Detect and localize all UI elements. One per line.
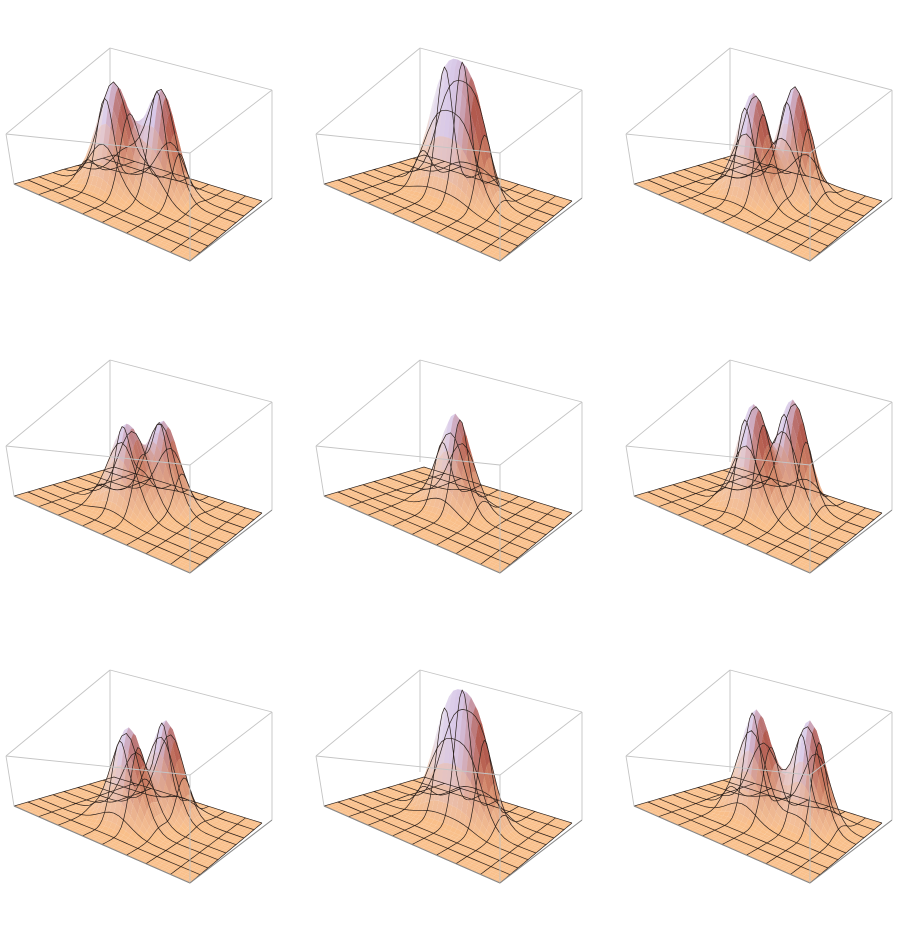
box-edge [6, 134, 14, 184]
box-edge [810, 90, 892, 153]
box-edge [316, 134, 324, 184]
box-edge [190, 90, 272, 153]
surface-plot-grid [0, 0, 914, 914]
box-edge [6, 360, 110, 446]
box-edge [316, 48, 420, 134]
box-edge [500, 90, 582, 153]
surface-plot-svg [624, 48, 904, 328]
box-edge [626, 48, 730, 134]
box-edge [730, 48, 892, 90]
box-edge [626, 134, 634, 184]
surface-plot-svg [4, 48, 284, 328]
surface-plot-svg [314, 48, 594, 328]
surface-plot-4 [4, 360, 284, 640]
surface-plot-2 [314, 48, 594, 328]
box-edge [6, 48, 110, 134]
surface-plot-1 [4, 48, 284, 328]
surface-plot-svg [4, 360, 284, 640]
box-edge [110, 360, 272, 402]
surface-plot-3 [624, 48, 904, 328]
box-edge [110, 48, 272, 90]
